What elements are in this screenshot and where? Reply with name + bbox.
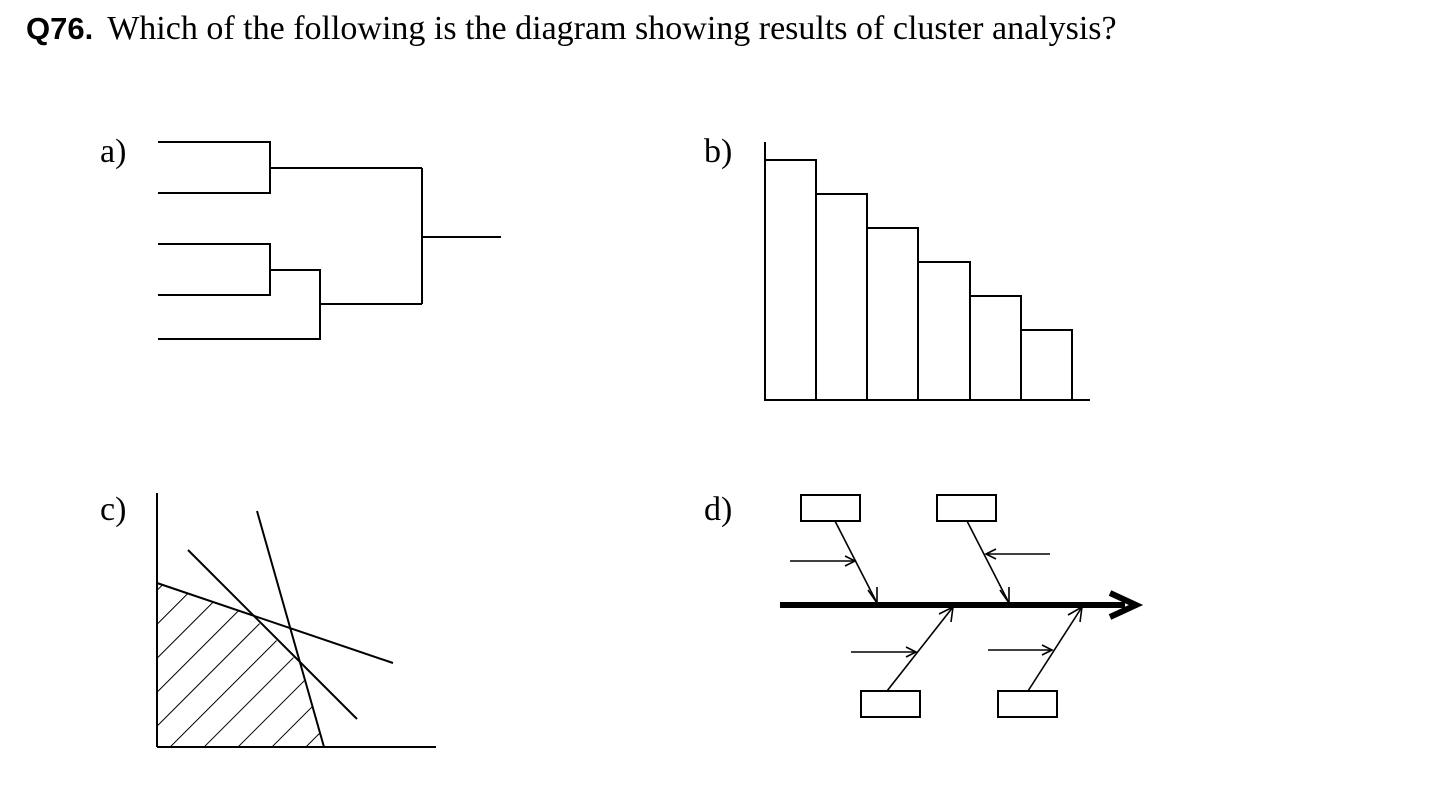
cause-bone xyxy=(1027,606,1083,692)
bone-arrowhead xyxy=(938,605,954,623)
sub-cause-arrowhead xyxy=(905,646,918,658)
question: Q76. Which of the following is the diagra… xyxy=(26,10,1117,48)
option-b-label[interactable]: b) xyxy=(704,133,733,170)
bar-diagram[interactable] xyxy=(764,142,1090,401)
sub-cause-arrowhead xyxy=(844,555,857,567)
constraint-line xyxy=(187,549,358,720)
cause-bone xyxy=(886,606,954,692)
sub-cause-arrowhead xyxy=(1041,644,1054,656)
cause-bone xyxy=(966,520,1010,604)
cause-bone xyxy=(834,520,878,604)
dendrogram-branch xyxy=(158,243,271,296)
cause-box xyxy=(936,494,997,522)
sub-cause-arrowhead xyxy=(984,548,997,560)
bar xyxy=(764,159,817,401)
option-d-label[interactable]: d) xyxy=(704,491,733,528)
question-text: Which of the following is the diagram sh… xyxy=(107,10,1117,47)
fishbone-diagram[interactable] xyxy=(780,494,1144,718)
constraint-line xyxy=(256,510,325,748)
cause-box xyxy=(997,690,1058,718)
constraint-line xyxy=(156,582,394,664)
dendrogram-branch xyxy=(158,141,271,194)
bone-arrowhead xyxy=(1067,605,1084,623)
dendrogram-diagram[interactable] xyxy=(158,141,501,340)
bar xyxy=(815,193,868,401)
option-a-label[interactable]: a) xyxy=(100,133,127,170)
question-number: Q76. xyxy=(26,11,94,46)
dendrogram-branch xyxy=(158,269,321,340)
bar xyxy=(917,261,971,401)
cause-box xyxy=(800,494,861,522)
bone-arrowhead xyxy=(999,587,1010,606)
option-c-label[interactable]: c) xyxy=(100,491,127,528)
bone-arrowhead xyxy=(867,587,878,606)
bar xyxy=(969,295,1022,401)
spine-arrowhead xyxy=(1108,590,1144,620)
bar xyxy=(1020,329,1073,401)
hatched-region xyxy=(157,583,324,747)
bar xyxy=(866,227,919,401)
cause-box xyxy=(860,690,921,718)
feasible-region-diagram[interactable] xyxy=(150,493,436,760)
